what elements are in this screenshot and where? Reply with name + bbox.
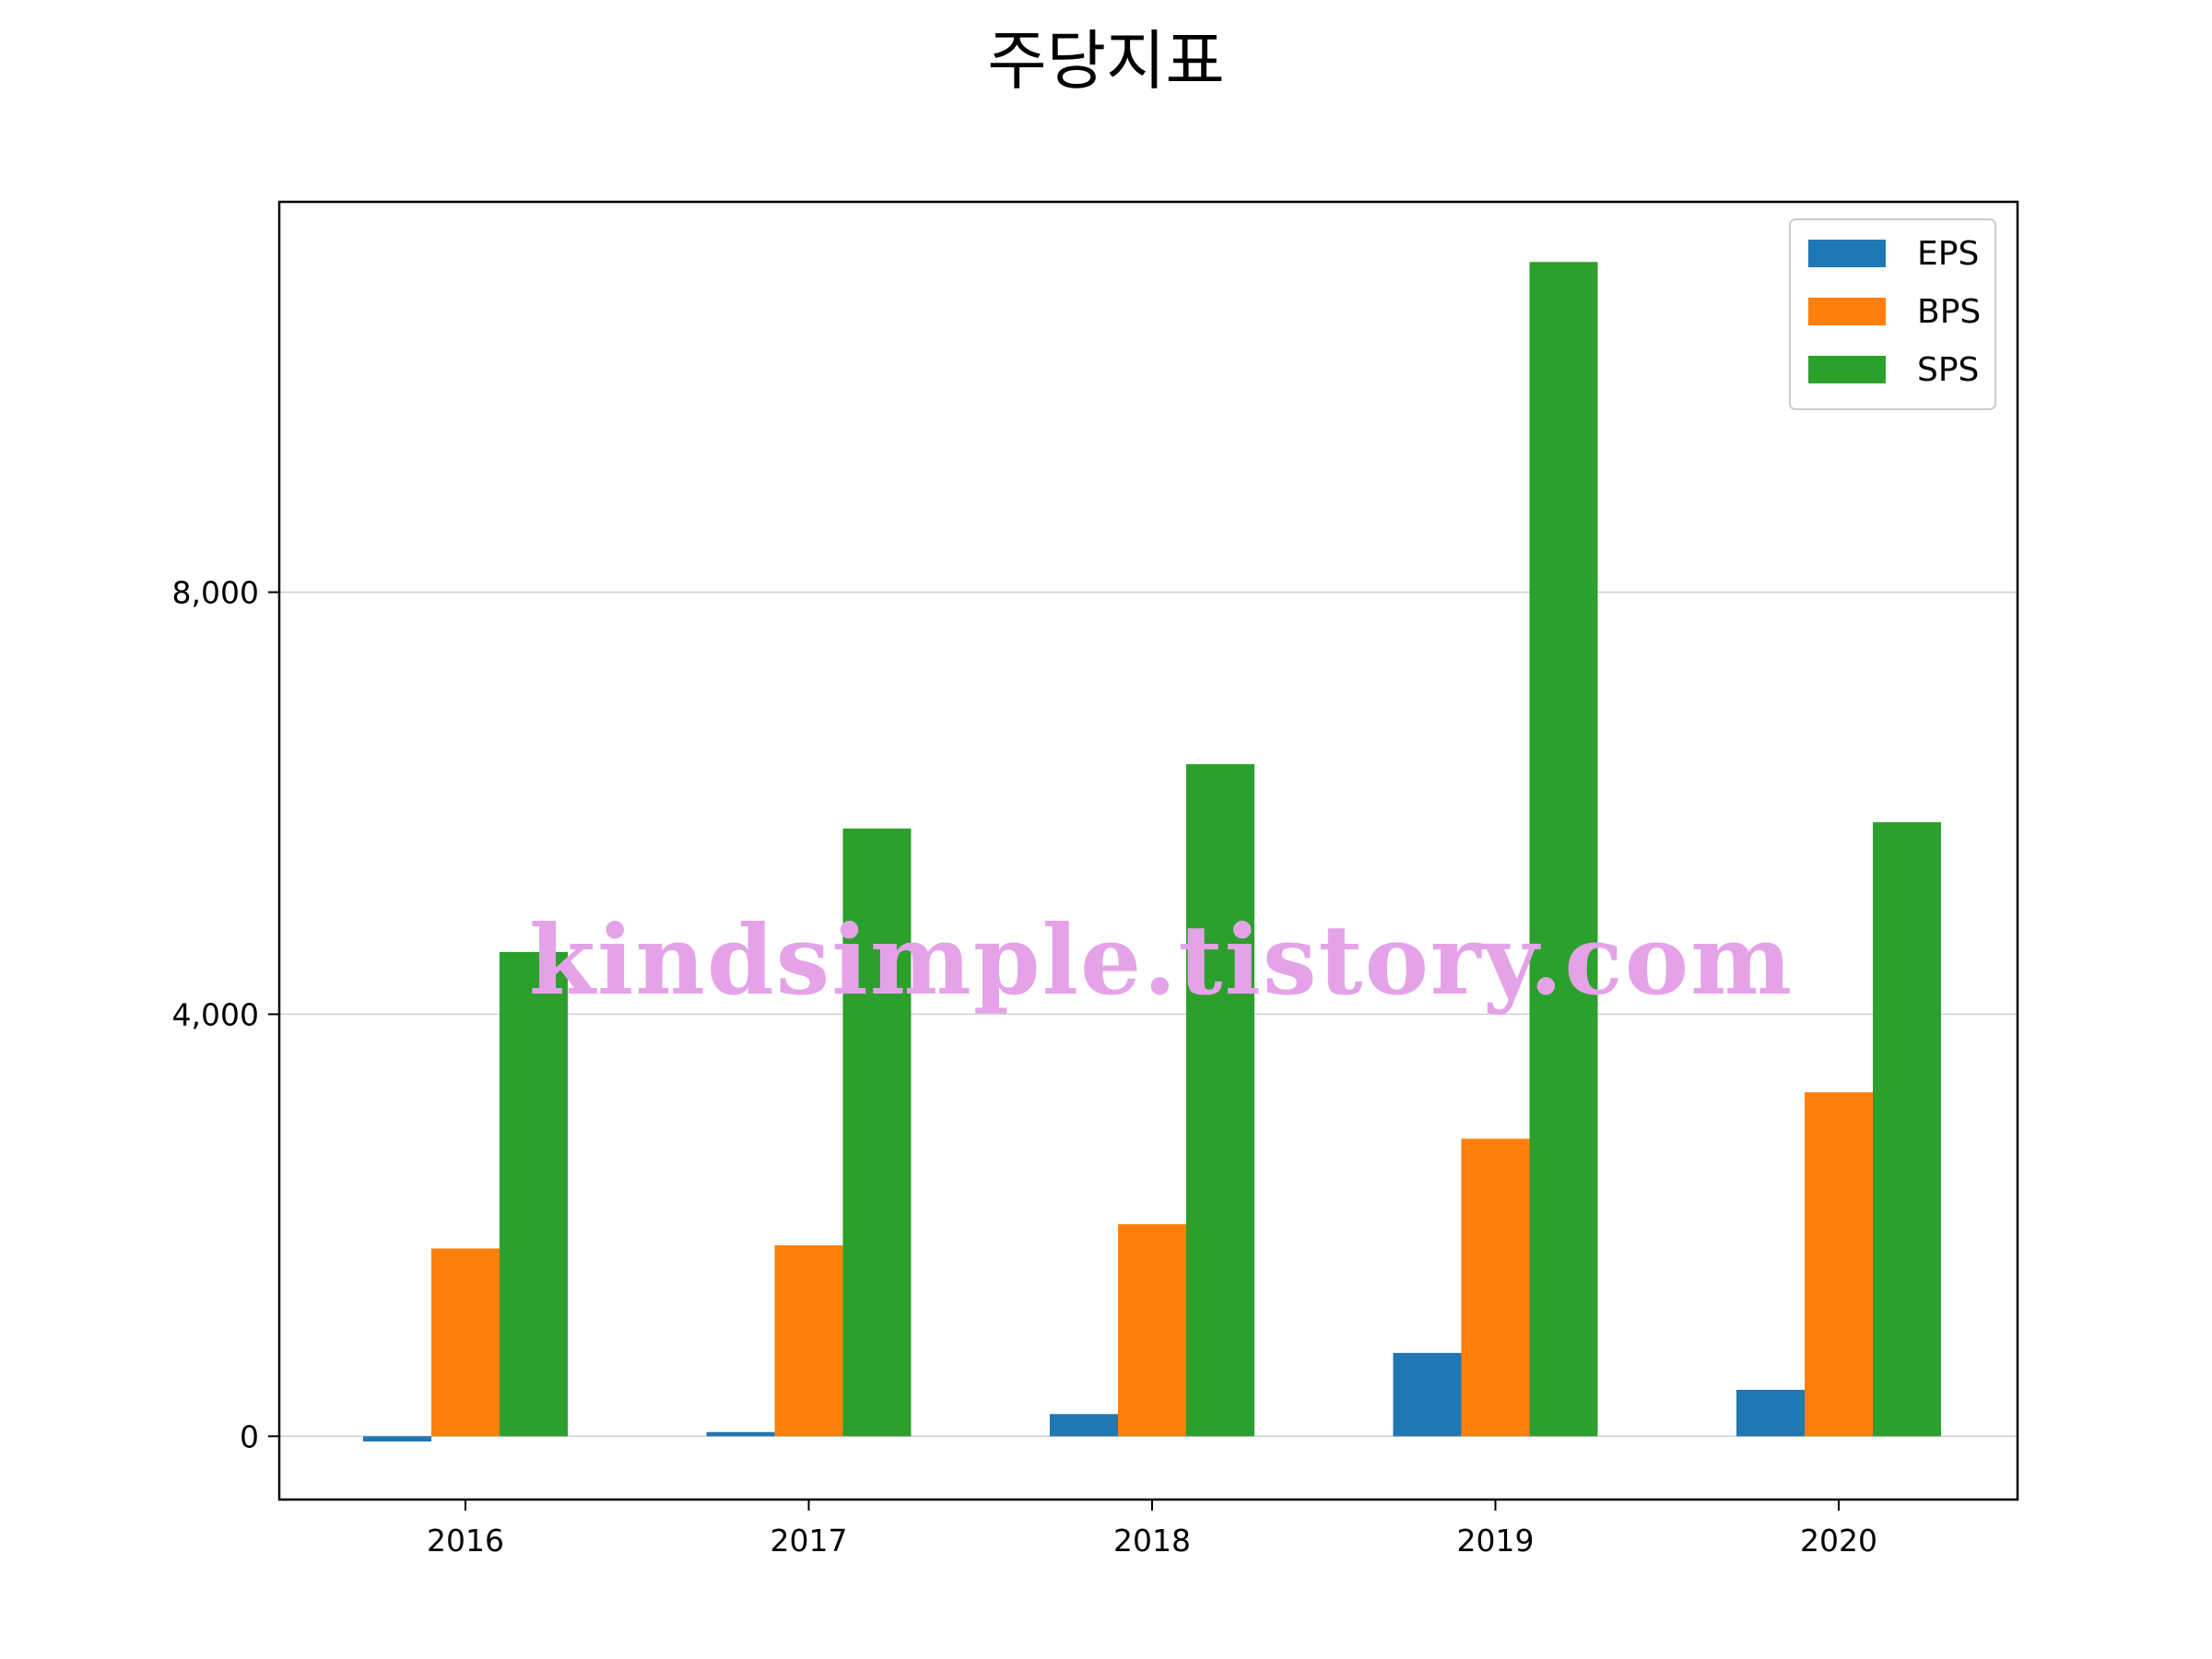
x-tick-label: 2016 [427,1523,504,1559]
chart-title: 주당지표 [987,23,1225,99]
bar-sps-2020 [1873,822,1941,1437]
legend-label-bps: BPS [1917,293,1981,331]
plot-frame [277,200,2019,1501]
x-tick-label: 2018 [1113,1523,1191,1559]
y-axis: 0 4,000 8,000 [172,575,279,1454]
x-axis: 2016 2017 2018 2019 2020 [427,1500,1877,1559]
legend-swatch-eps [1808,240,1886,267]
bar-sps-2016 [500,951,568,1437]
legend-swatch-bps [1808,298,1886,325]
legend-label-eps: EPS [1917,235,1979,273]
bar-bps-2017 [774,1245,843,1437]
bar-sps-2018 [1186,764,1254,1437]
y-tick-label: 4,000 [172,996,259,1032]
y-tick-label: 8,000 [172,575,259,611]
bar-eps-2020 [1736,1389,1805,1437]
x-tick-label: 2019 [1457,1523,1535,1559]
legend: EPS BPS SPS [1789,218,1996,410]
bar-sps-2017 [842,828,912,1437]
bars [363,262,1941,1442]
bar-eps-2019 [1393,1352,1462,1437]
bar-eps-2018 [1050,1414,1118,1437]
watermark-text: kindsimple.tistory.com [529,903,1794,1017]
legend-label-sps: SPS [1917,351,1979,389]
bar-bps-2016 [431,1248,500,1437]
bar-bps-2019 [1461,1138,1530,1437]
x-tick-label: 2020 [1800,1523,1877,1559]
x-tick-label: 2017 [771,1523,848,1559]
bar-eps-2016 [363,1436,431,1442]
bar-eps-2017 [706,1431,775,1437]
bar-bps-2018 [1118,1224,1186,1437]
y-tick-label: 0 [240,1418,259,1454]
legend-swatch-sps [1808,356,1886,383]
bar-bps-2020 [1805,1092,1873,1437]
bar-sps-2019 [1529,262,1598,1437]
